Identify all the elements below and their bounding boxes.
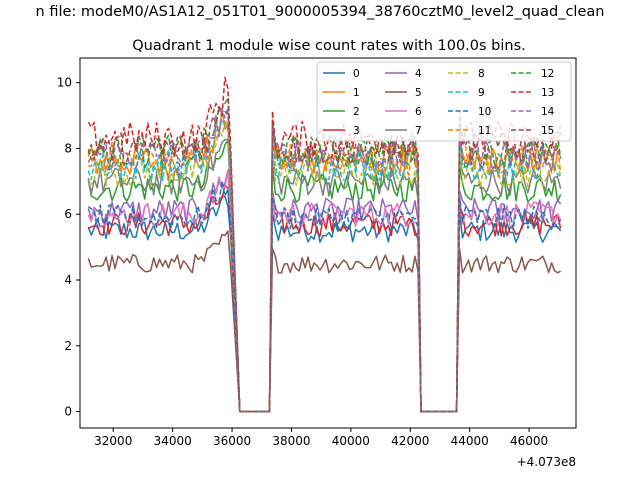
legend-label-1: 1 (353, 87, 360, 99)
series-line-8 (88, 122, 562, 413)
x-tick-label: 32000 (94, 434, 132, 448)
legend-box (316, 61, 572, 142)
legend-label-14: 14 (541, 106, 555, 118)
y-axis: 0 2 4 6 8 10 (57, 76, 80, 419)
y-tick-label: 8 (64, 141, 72, 155)
x-tick-label: 38000 (272, 434, 310, 448)
series-layer (87, 76, 562, 413)
series-line-4 (87, 169, 562, 413)
chart-title: Quadrant 1 module wise count rates with … (132, 38, 526, 54)
legend-label-7: 7 (415, 125, 422, 137)
x-tick-label: 44000 (451, 434, 489, 448)
legend-label-6: 6 (415, 106, 422, 118)
x-tick-label: 34000 (154, 434, 192, 448)
x-tick-label: 46000 (510, 434, 548, 448)
y-tick-label: 0 (64, 405, 72, 419)
x-axis-offset-label: +4.073e8 (517, 455, 576, 469)
x-tick-label: 42000 (391, 434, 429, 448)
series-line-11 (88, 114, 562, 413)
legend-label-0: 0 (353, 68, 360, 80)
y-tick-label: 2 (64, 339, 72, 353)
series-line-14 (87, 106, 562, 413)
series-line-0 (87, 195, 562, 413)
y-tick-label: 4 (64, 273, 72, 287)
legend-label-15: 15 (541, 125, 554, 137)
figure-suptitle: n file: modeM0/AS1A12_051T01_9000005394_… (35, 4, 605, 20)
legend-label-3: 3 (353, 125, 360, 137)
series-line-5 (87, 230, 561, 413)
legend-label-4: 4 (415, 68, 422, 80)
legend-label-5: 5 (415, 87, 422, 99)
legend-label-11: 11 (478, 125, 491, 137)
x-axis: 32000 34000 36000 38000 40000 42000 44000 46000 (94, 428, 548, 448)
legend-label-13: 13 (541, 87, 554, 99)
plot-area (79, 57, 577, 429)
x-tick-label: 36000 (213, 434, 251, 448)
series-line-12 (87, 96, 562, 413)
y-tick-label: 6 (64, 207, 72, 221)
legend-label-8: 8 (478, 68, 485, 80)
legend-label-2: 2 (353, 106, 360, 118)
series-line-10 (87, 180, 562, 413)
legend-label-9: 9 (478, 87, 485, 99)
legend-label-10: 10 (478, 106, 491, 118)
y-tick-label: 10 (57, 76, 72, 90)
legend-label-12: 12 (541, 68, 554, 80)
x-tick-label: 40000 (332, 434, 370, 448)
series-line-7 (87, 138, 562, 413)
